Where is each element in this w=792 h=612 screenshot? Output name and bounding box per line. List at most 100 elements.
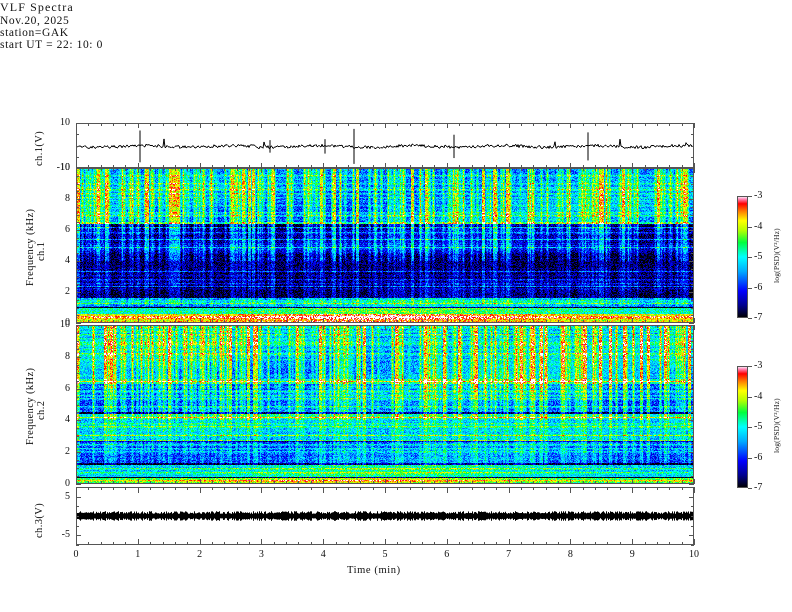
axis-tick-x bbox=[595, 487, 597, 490]
colorbar-ch1-tick bbox=[748, 226, 752, 228]
axis-tick-x bbox=[310, 165, 312, 168]
header-date: Nov.20, 2025 bbox=[0, 15, 70, 27]
axis-tick-x bbox=[286, 165, 288, 168]
axis-tick-x bbox=[558, 487, 560, 490]
axis-tick-x bbox=[298, 325, 300, 328]
axis-tick-x bbox=[347, 542, 349, 545]
axis-tick-x bbox=[150, 123, 152, 126]
axis-tick-y-minor bbox=[76, 468, 79, 470]
axis-tick-x bbox=[570, 163, 572, 168]
axis-tick-x bbox=[434, 320, 436, 323]
axis-tick-x bbox=[261, 325, 263, 330]
axis-tick-x bbox=[681, 325, 683, 328]
axis-tick-x bbox=[323, 479, 325, 484]
axis-tick-x bbox=[595, 123, 597, 126]
axis-tick-x bbox=[323, 168, 325, 173]
axis-tick-x bbox=[162, 320, 164, 323]
axis-tick-x bbox=[372, 325, 374, 328]
axis-tick-y-minor bbox=[76, 292, 79, 293]
axis-tick-x bbox=[187, 481, 189, 484]
axis-tick-y-minor bbox=[691, 276, 694, 278]
axis-tick-x bbox=[360, 320, 362, 323]
axis-tick-x bbox=[619, 325, 621, 328]
axis-tick-x bbox=[545, 325, 547, 328]
axis-tick-x bbox=[508, 318, 510, 323]
axis-tick-x bbox=[644, 325, 646, 328]
axis-tick-x bbox=[310, 320, 312, 323]
axis-tick-x bbox=[360, 542, 362, 545]
axis-tick-x bbox=[224, 487, 226, 490]
xtick-time: 5 bbox=[382, 549, 388, 560]
axis-tick-x bbox=[88, 487, 90, 490]
axis-tick-y-minor bbox=[76, 332, 79, 334]
axis-tick-y-minor bbox=[76, 261, 79, 262]
axis-tick-x bbox=[162, 168, 164, 171]
axis-tick-x bbox=[249, 320, 251, 323]
axis-tick-x bbox=[113, 325, 115, 328]
axis-tick-y-minor bbox=[76, 323, 79, 324]
axis-tick-x bbox=[459, 165, 461, 168]
axis-tick-x bbox=[249, 542, 251, 545]
axis-tick-x bbox=[137, 123, 139, 128]
axis-tick-x bbox=[211, 487, 213, 490]
panel-frame-ch1-volt bbox=[76, 123, 694, 168]
axis-tick-x bbox=[459, 481, 461, 484]
axis-tick-y-minor bbox=[691, 268, 694, 270]
axis-tick-x bbox=[88, 165, 90, 168]
axis-tick-y-minor bbox=[691, 444, 694, 446]
axis-tick-x bbox=[496, 542, 498, 545]
axis-tick-x bbox=[397, 542, 399, 545]
axis-tick-x bbox=[137, 487, 139, 493]
axis-tick-y-minor bbox=[76, 199, 79, 200]
axis-tick-x bbox=[211, 165, 213, 168]
axis-tick-x bbox=[446, 123, 448, 128]
axis-tick-x bbox=[483, 123, 485, 126]
axis-tick-y-minor bbox=[76, 356, 79, 358]
axis-tick-x bbox=[273, 481, 275, 484]
axis-tick-x bbox=[496, 325, 498, 328]
axis-tick-x bbox=[113, 487, 115, 490]
axis-tick-x bbox=[298, 168, 300, 171]
axis-tick-x bbox=[261, 318, 263, 323]
axis-tick-x bbox=[570, 487, 572, 493]
axis-tick-x bbox=[558, 165, 560, 168]
axis-tick-x bbox=[76, 325, 77, 330]
axis-tick-x bbox=[298, 481, 300, 484]
axis-tick-x bbox=[385, 123, 386, 128]
axis-tick-y-minor bbox=[76, 276, 79, 278]
axis-tick-y-minor bbox=[76, 134, 79, 136]
axis-tick-y-minor bbox=[76, 206, 79, 208]
ylabel-ch1-volt: ch.1(V) bbox=[34, 130, 45, 166]
axis-tick-x bbox=[533, 325, 535, 328]
axis-tick-x bbox=[656, 325, 658, 328]
axis-tick-x bbox=[397, 481, 399, 484]
xtick-time: 3 bbox=[258, 549, 264, 560]
axis-tick-y-minor bbox=[691, 535, 694, 537]
axis-tick-x bbox=[619, 320, 621, 323]
axis-tick-x bbox=[162, 487, 164, 490]
axis-tick-x bbox=[570, 539, 572, 545]
axis-tick-x bbox=[76, 123, 77, 128]
colorbar-ch1-tick-label: -6 bbox=[754, 281, 763, 293]
axis-tick-x bbox=[137, 539, 139, 545]
axis-tick-x bbox=[459, 320, 461, 323]
axis-tick-x bbox=[397, 325, 399, 328]
axis-tick-x bbox=[681, 168, 683, 171]
ytick-ch2-freq: 2 bbox=[65, 446, 70, 458]
axis-tick-y-minor bbox=[691, 156, 694, 158]
axis-tick-x bbox=[137, 168, 139, 173]
axis-tick-y-minor bbox=[691, 340, 694, 342]
axis-tick-x bbox=[632, 318, 634, 323]
axis-tick-x bbox=[162, 123, 164, 126]
axis-tick-x bbox=[644, 168, 646, 171]
colorbar-ch2-tick bbox=[748, 366, 752, 367]
axis-tick-x bbox=[137, 479, 139, 484]
colorbar-ch1-tick-label: -5 bbox=[754, 251, 763, 262]
ytick-ch1-volt-max: 10 bbox=[60, 117, 70, 128]
axis-tick-x bbox=[669, 487, 671, 490]
axis-tick-x bbox=[187, 168, 189, 171]
axis-tick-x bbox=[545, 542, 547, 545]
axis-tick-y-minor bbox=[691, 420, 694, 422]
axis-tick-x bbox=[113, 123, 115, 126]
axis-tick-x bbox=[347, 320, 349, 323]
